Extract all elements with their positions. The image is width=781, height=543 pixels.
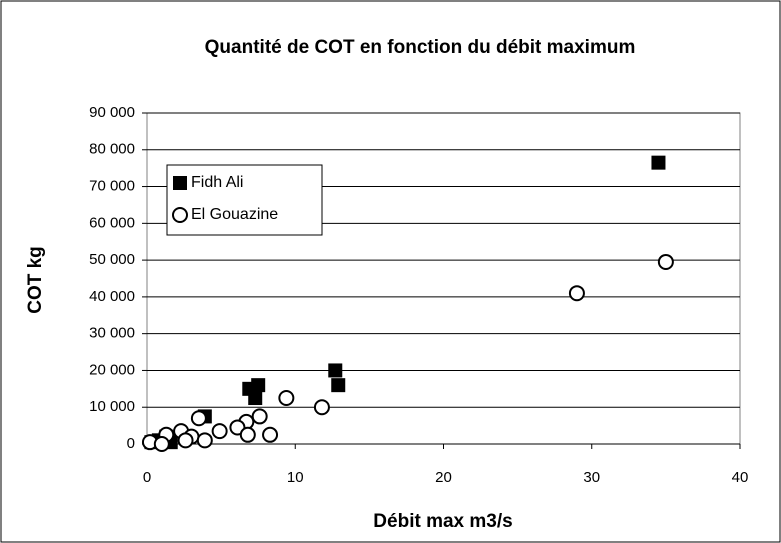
circle-point: [211, 423, 228, 440]
y-tick-label: 10 000: [89, 398, 135, 415]
square-point: [331, 378, 346, 393]
circle-point: [239, 426, 256, 443]
circle-point: [196, 432, 213, 449]
y-tick-label: 20 000: [89, 361, 135, 378]
square-point: [651, 155, 666, 170]
y-axis-label: COT kg: [25, 246, 46, 314]
circle-point: [568, 285, 585, 302]
legend-label: Fidh Ali: [191, 174, 243, 191]
square-point: [248, 391, 263, 406]
y-tick-label: 50 000: [89, 251, 135, 268]
circle-point: [278, 390, 295, 407]
y-tick-label: 90 000: [89, 104, 135, 121]
y-tick-label: 30 000: [89, 325, 135, 342]
circle-point: [657, 253, 674, 270]
chart-title: Quantité de COT en fonction du débit max…: [205, 37, 636, 58]
circle-point: [313, 399, 330, 416]
legend-box: [166, 164, 323, 236]
circle-point: [153, 436, 170, 452]
y-tick-label: 0: [127, 435, 135, 452]
y-tick-label: 40 000: [89, 288, 135, 305]
y-tick-label: 80 000: [89, 141, 135, 158]
x-tick-label: 40: [732, 469, 749, 486]
circle-point: [177, 432, 194, 449]
x-axis-label: Débit max m3/s: [373, 511, 512, 532]
y-tick-label: 70 000: [89, 178, 135, 195]
x-tick-label: 30: [583, 469, 600, 486]
circle-point: [262, 426, 279, 443]
y-tick-label: 60 000: [89, 214, 135, 231]
circle-point: [172, 207, 188, 223]
x-tick-label: 20: [435, 469, 452, 486]
legend-label: El Gouazine: [191, 206, 278, 223]
square-point: [328, 363, 343, 378]
x-tick-label: 10: [287, 469, 304, 486]
plot-area: [146, 112, 741, 445]
circle-point: [190, 410, 207, 427]
x-tick-label: 0: [143, 469, 151, 486]
square-point: [173, 176, 187, 190]
circle-point: [251, 408, 268, 425]
